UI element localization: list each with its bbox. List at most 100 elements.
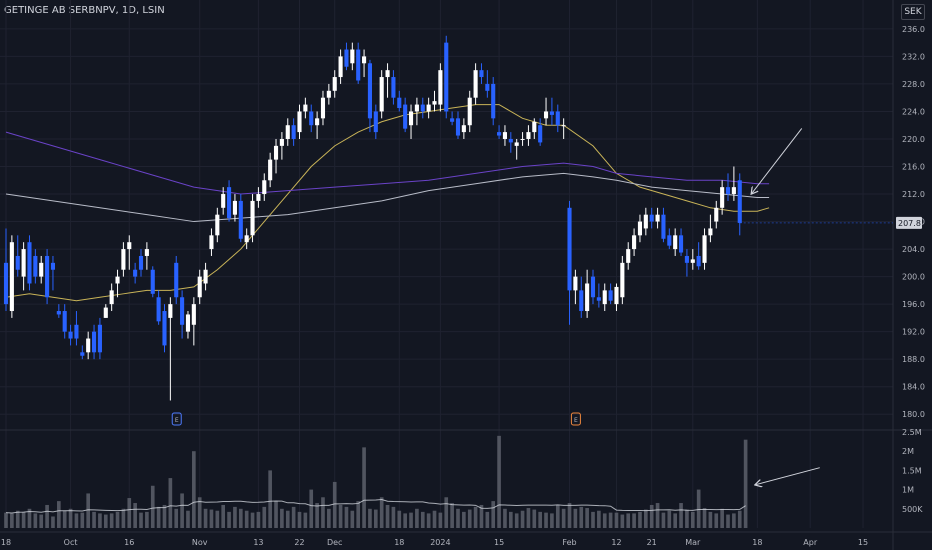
volume-bar [532,509,537,528]
earnings-marker-label: E [574,417,578,424]
candle [320,90,326,126]
volume-bar [644,509,648,528]
last-price-label: 207.8 [898,219,921,228]
currency-button[interactable]: SEK [901,4,925,20]
candle [714,200,719,229]
volume-bar [485,511,490,528]
candle-body [174,262,179,298]
candle-body [291,125,296,139]
volume-bar [332,481,337,528]
candle-body [215,214,220,236]
annotation-arrows[interactable] [752,128,820,484]
volume-axis[interactable]: 500K 1M 1.5M 2M 2.5M [902,428,923,514]
price-tick-label: 180.0 [902,410,925,419]
volume-bar [244,510,249,528]
volume-bar [550,513,554,528]
time-axis[interactable]: 18 Oct 16 Nov 13 22 Dec 18 2024 15 Feb 12 21 Mar 18 Apr… [1,538,868,547]
candle [461,118,466,139]
volume-bar [626,513,631,528]
candle-body [420,104,425,112]
candle [596,283,601,308]
volume-bar [720,508,724,528]
candle [356,42,361,84]
candle [561,118,566,139]
time-tick-label: 13 [253,538,263,547]
candle [391,70,396,105]
candle-body [684,255,689,263]
candle [373,104,378,139]
candle-body [408,111,414,126]
volume-bar [297,511,302,528]
volume-bar [256,511,261,528]
candle-body [543,111,549,119]
time-tick-label: 16 [124,538,134,547]
volume-bar [591,511,595,528]
candle-body [168,304,173,318]
time-tick-label: Feb [562,538,576,547]
volume-bar [303,512,308,528]
candle [678,228,684,256]
volume-tick-label: 1.5M [902,466,922,475]
time-tick-label: Dec [327,538,342,547]
time-tick-label: 15 [858,538,868,547]
candle-body [731,187,736,195]
candle-body [56,311,61,315]
candle [385,63,390,98]
candle [91,324,97,360]
volume-bar [356,501,361,528]
candle [68,324,73,346]
candle-body [320,97,326,119]
volume-bar [209,509,214,528]
candle-body [508,138,513,143]
volume-bar [268,470,272,528]
last-price-tag: 207.8 [739,216,922,229]
candle [467,90,472,133]
volume-bar [514,513,519,528]
candle-body [637,221,643,236]
volume-bar [579,506,584,528]
candle [626,242,631,270]
candle-body [33,255,38,277]
candle-body [673,235,678,250]
price-tick-label: 196.0 [902,300,925,309]
candle [74,311,79,346]
volume-bar [649,504,654,528]
candle [649,207,654,229]
candle [362,49,367,78]
volume-annotation-arrow [756,467,820,485]
candle-body [555,111,560,126]
volume-bar [192,451,196,528]
candle-body [138,255,144,270]
volume-bar [444,497,449,528]
time-tick-label: Nov [192,538,208,547]
candle [725,173,731,201]
candle-body [590,276,596,298]
candle-body [661,214,666,239]
candle [684,249,689,277]
volume-bar [702,508,707,528]
candle [138,249,144,277]
candle-body [643,214,648,229]
candle-body [250,200,255,236]
candle-body [45,255,50,298]
candle [473,63,478,105]
volume-bar [197,497,202,528]
volume-bar [614,512,619,528]
candle-body [39,262,44,277]
candle-body [326,90,331,98]
candle-body [344,49,349,67]
candle-body [450,118,455,122]
candle-body [626,249,631,263]
volume-bar [74,513,79,528]
volume-ma-line [5,498,746,514]
volume-bar [309,489,314,528]
candle [103,304,108,318]
volume-bar [638,511,642,528]
volume-bar [39,514,44,528]
price-tick-label: 232.0 [902,52,925,61]
candle [227,180,232,222]
candle-body [297,111,302,133]
candle [303,97,308,119]
